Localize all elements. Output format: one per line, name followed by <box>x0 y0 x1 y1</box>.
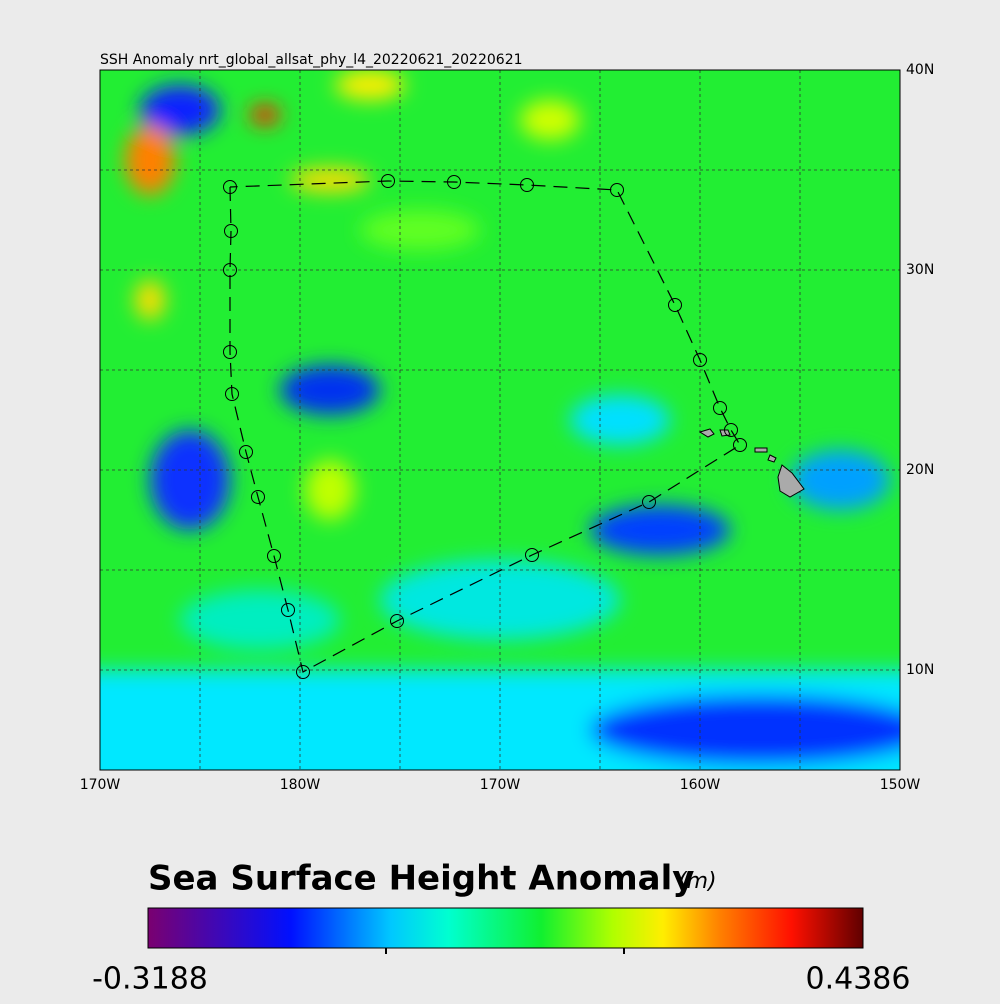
y-tick-label: 10N <box>906 662 934 678</box>
track-point <box>267 549 281 563</box>
y-tick-label: 40N <box>906 62 934 78</box>
colorbar-min: -0.3188 <box>92 962 208 997</box>
x-tick-label: 150W <box>880 777 921 793</box>
track-line <box>229 180 741 673</box>
colorbar <box>147 907 864 949</box>
track-point <box>724 423 738 437</box>
track-point <box>525 548 539 562</box>
x-tick-label: 160W <box>680 777 721 793</box>
map-title: SSH Anomaly nrt_global_allsat_phy_l4_202… <box>100 52 523 68</box>
colorbar-unit: (m) <box>678 869 717 894</box>
x-tick-label: 180W <box>280 777 321 793</box>
y-tick-label: 20N <box>906 462 934 478</box>
track-point <box>520 178 534 192</box>
track-point <box>610 183 624 197</box>
track-point <box>239 445 253 459</box>
track-point <box>251 490 265 504</box>
track-point <box>713 401 727 415</box>
track-point <box>223 345 237 359</box>
y-tick-label: 30N <box>906 262 934 278</box>
map-frame <box>99 69 901 771</box>
x-tick-label: 170W <box>480 777 521 793</box>
colorbar-max: 0.4386 <box>806 962 911 997</box>
track-point <box>225 387 239 401</box>
track-point <box>390 614 404 628</box>
track-point <box>224 224 238 238</box>
track-point <box>693 353 707 367</box>
track-point <box>381 174 395 188</box>
track-point <box>642 495 656 509</box>
hawaii-islands <box>698 428 805 498</box>
track-point <box>281 603 295 617</box>
colorbar-title: Sea Surface Height Anomaly <box>148 859 694 899</box>
track-point <box>447 175 461 189</box>
track <box>223 174 747 679</box>
ssh-field <box>100 70 900 770</box>
track-point <box>223 180 237 194</box>
track-point <box>296 665 310 679</box>
track-point <box>668 298 682 312</box>
track-point <box>733 438 747 452</box>
x-tick-label: 170W <box>80 777 121 793</box>
track-point <box>223 263 237 277</box>
